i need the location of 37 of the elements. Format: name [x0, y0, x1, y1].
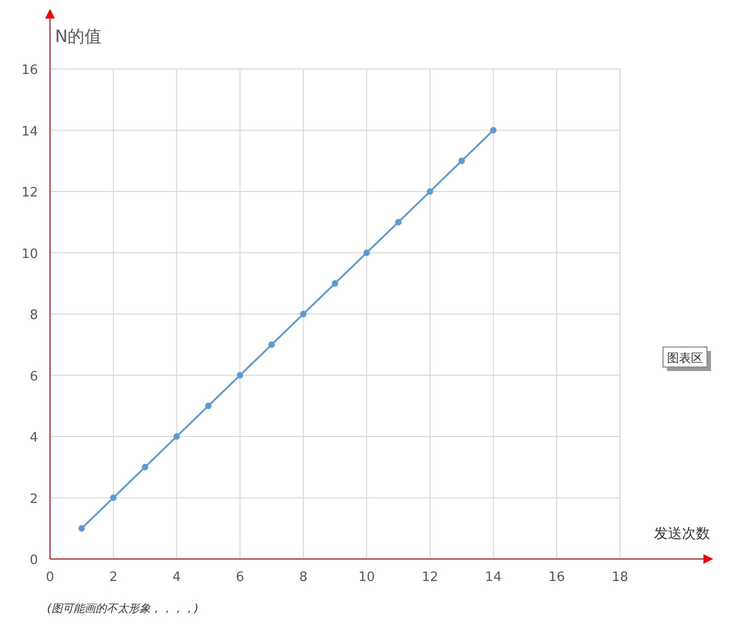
point — [490, 127, 497, 134]
point — [332, 280, 338, 287]
point — [110, 494, 117, 501]
y-tick-label: 4 — [30, 430, 38, 446]
y-tick-label: 6 — [30, 369, 38, 384]
y-tick-label: 2 — [30, 492, 38, 507]
point — [363, 250, 370, 256]
y-tick-label: 10 — [21, 246, 38, 262]
x-tick-label: 6 — [236, 570, 244, 585]
x-tick-label: 0 — [46, 570, 54, 585]
point — [173, 433, 180, 440]
y-tick-label: 12 — [21, 186, 38, 200]
x-tick-label: 2 — [109, 570, 118, 585]
point — [78, 525, 85, 532]
point — [458, 158, 465, 164]
point — [426, 188, 434, 195]
x-tick-label: 12 — [422, 570, 438, 585]
x-tick-label: 10 — [358, 570, 375, 585]
text: 图表区 — [667, 351, 703, 365]
point — [300, 310, 307, 318]
y-tick-label: 0 — [30, 553, 38, 568]
point — [236, 372, 244, 378]
x-tick-label: 16 — [548, 570, 565, 585]
point — [142, 464, 148, 470]
y-tick-label: 14 — [21, 124, 38, 140]
text: (图可能画的不太形象，，，，) — [47, 602, 199, 615]
y-axis-title: N的值 — [55, 27, 102, 47]
point — [268, 341, 275, 348]
x-tick-label: 14 — [485, 570, 502, 585]
y-tick-label: 8 — [30, 308, 38, 323]
x-tick-label: 4 — [172, 570, 181, 585]
y-tick-label: 16 — [21, 63, 38, 78]
x-tick-label: 8 — [299, 570, 308, 585]
x-axis-title: 发送次数 — [654, 526, 710, 542]
x-tick-label: 18 — [612, 570, 628, 585]
point — [205, 402, 212, 410]
point — [395, 218, 402, 226]
